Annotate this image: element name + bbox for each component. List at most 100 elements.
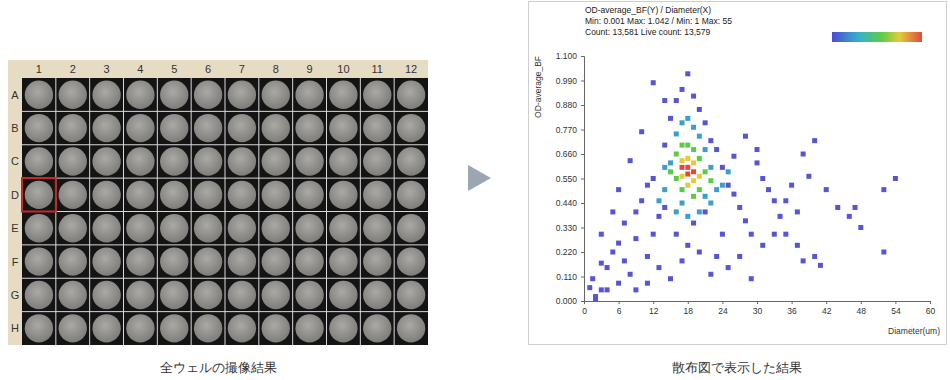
well — [397, 314, 425, 342]
point — [685, 172, 690, 177]
caption: 散布図で表示した結果 — [672, 360, 802, 375]
well — [194, 281, 222, 309]
row-label: C — [11, 155, 19, 167]
well — [363, 281, 391, 309]
point — [668, 116, 673, 121]
well — [295, 114, 323, 142]
well — [160, 281, 188, 309]
tick-mark — [895, 301, 896, 304]
tick-label: 48 — [857, 306, 867, 316]
point — [858, 225, 863, 230]
well — [25, 314, 53, 342]
tick: 48 — [857, 301, 867, 316]
well — [295, 181, 323, 209]
point — [818, 263, 823, 268]
well — [329, 114, 357, 142]
tick-label: 24 — [718, 306, 728, 316]
tick: 0.660 — [556, 149, 584, 159]
tick-label: 0.990 — [556, 76, 578, 86]
point — [616, 187, 621, 192]
well — [397, 81, 425, 109]
row-label: B — [11, 122, 18, 134]
well — [194, 147, 222, 175]
x-axis-title: Diameter(um) — [888, 326, 940, 336]
y-axis: 0.0000.1100.2200.3300.4400.5500.6600.770… — [556, 51, 585, 306]
well — [329, 214, 357, 242]
plate-divider — [22, 244, 428, 245]
point — [703, 169, 708, 174]
tick-label: 36 — [787, 306, 797, 316]
point — [662, 205, 667, 210]
point — [668, 276, 673, 281]
well — [397, 181, 425, 209]
well — [194, 314, 222, 342]
plate-divider — [22, 311, 428, 312]
well — [262, 147, 290, 175]
well — [126, 214, 154, 242]
well — [295, 314, 323, 342]
point — [743, 134, 748, 139]
well — [363, 181, 391, 209]
well — [25, 214, 53, 242]
tick: 30 — [753, 301, 763, 316]
well — [92, 147, 120, 175]
tick-mark — [581, 301, 584, 302]
chart-annotation: Count: 13,581 Live count: 13,579 — [585, 27, 711, 37]
point — [755, 160, 760, 165]
well — [262, 214, 290, 242]
point — [714, 187, 719, 192]
well — [262, 247, 290, 275]
well — [363, 147, 391, 175]
tick-mark — [581, 105, 584, 106]
point — [685, 116, 690, 121]
point — [697, 156, 702, 161]
chart-annotation: Min: 0.001 Max: 1.042 / Min: 1 Max: 55 — [585, 16, 732, 26]
column-label: 2 — [70, 63, 76, 75]
tick-label: 0.550 — [556, 174, 578, 184]
point — [674, 131, 679, 136]
chart-annotation: OD-average_BF(Y) / Diameter(X) — [585, 5, 711, 15]
column-label: 8 — [273, 63, 279, 75]
y-axis-title: OD-average_BF — [533, 56, 543, 118]
well — [329, 281, 357, 309]
column-label: 11 — [372, 63, 383, 75]
well — [329, 147, 357, 175]
well — [59, 314, 87, 342]
point — [593, 298, 598, 301]
point — [853, 205, 858, 210]
tick: 18 — [684, 301, 694, 316]
point — [685, 214, 690, 219]
point — [656, 214, 661, 219]
tick: 0.990 — [556, 76, 584, 86]
row-label: D — [11, 189, 19, 201]
point — [685, 183, 690, 188]
point — [720, 232, 725, 237]
well — [92, 114, 120, 142]
tick-label: 0.000 — [556, 296, 578, 306]
tick: 0.550 — [556, 174, 584, 184]
point — [783, 198, 788, 203]
point — [662, 143, 667, 148]
point — [622, 258, 627, 263]
well — [228, 114, 256, 142]
tick: 1.100 — [556, 51, 584, 61]
column-label: 12 — [405, 63, 417, 75]
point — [731, 192, 736, 197]
point — [708, 165, 713, 170]
point — [893, 176, 898, 181]
plate-divider — [22, 211, 428, 212]
tick: 0.110 — [556, 272, 584, 282]
tick-mark — [653, 301, 654, 304]
well — [397, 114, 425, 142]
well — [92, 314, 120, 342]
well — [228, 181, 256, 209]
column-label: 3 — [104, 63, 110, 75]
point — [616, 281, 621, 286]
point — [622, 221, 627, 226]
point — [633, 209, 638, 214]
well — [160, 114, 188, 142]
point — [691, 221, 696, 226]
point — [645, 254, 650, 259]
point — [605, 265, 610, 270]
arrow — [468, 165, 491, 191]
